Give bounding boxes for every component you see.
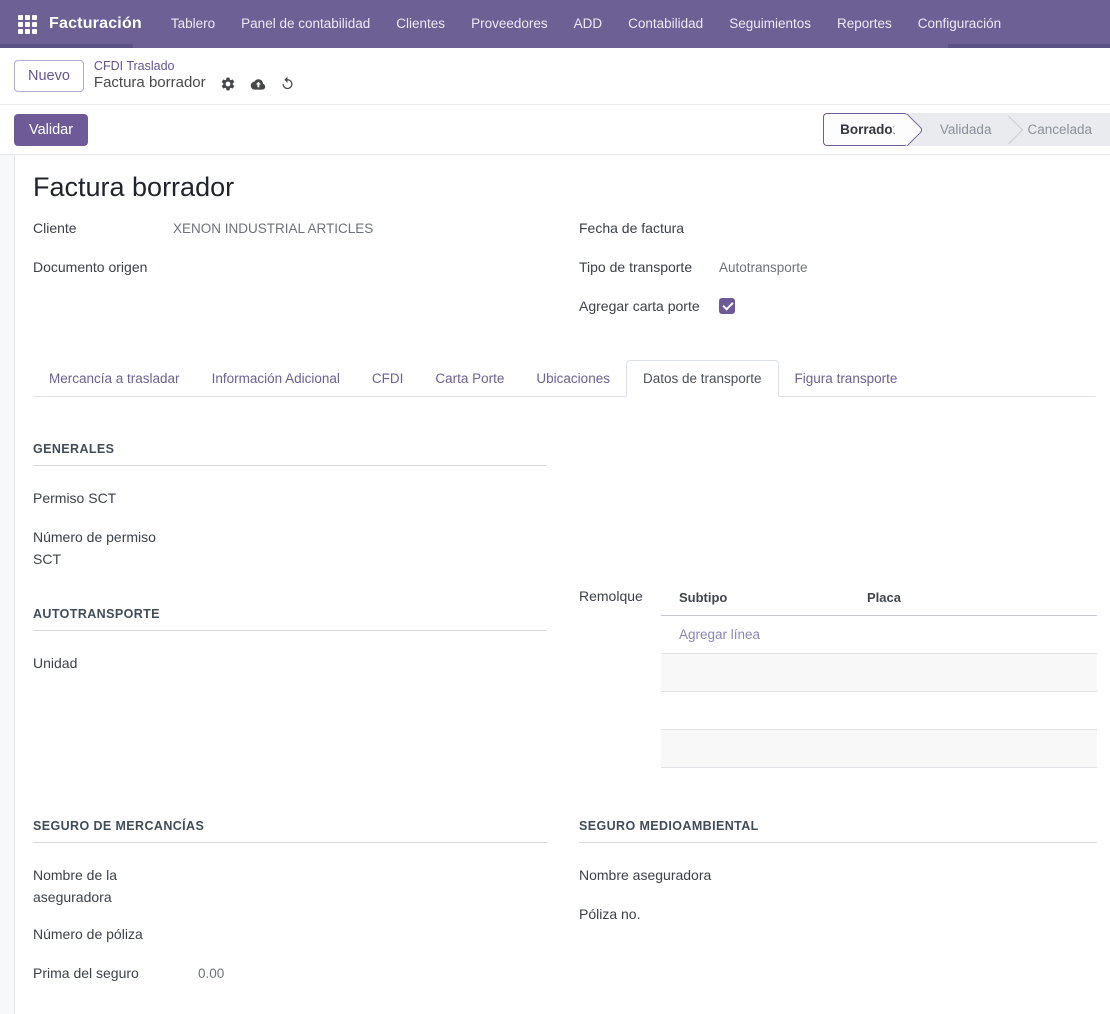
tipo-transporte-value[interactable]: Autotransporte <box>719 260 808 275</box>
prima-seguro-value[interactable]: 0.00 <box>198 966 225 981</box>
pane-left-column: GENERALES Permiso SCT Número de permiso … <box>33 442 547 768</box>
tipo-transporte-label: Tipo de transporte <box>579 259 693 275</box>
field-permiso-sct: Permiso SCT <box>33 488 547 511</box>
cloud-upload-icon[interactable] <box>250 76 266 92</box>
field-prima-seguro: Prima del seguro 0.00 <box>33 963 547 986</box>
nombre-aseguradora-label: Nombre de la aseguradora <box>33 867 118 905</box>
app-title[interactable]: Facturación <box>49 15 142 32</box>
tab-pane-datos-transporte: GENERALES Permiso SCT Número de permiso … <box>33 397 1097 1002</box>
breadcrumb-parent-link[interactable]: CFDI Traslado <box>93 58 175 73</box>
numero-poliza-label: Número de póliza <box>33 926 143 942</box>
apps-grid-icon[interactable] <box>18 14 37 34</box>
column-header-subtipo[interactable]: Subtipo <box>679 589 728 605</box>
status-step-borrador[interactable]: Borrador <box>823 113 908 146</box>
tab-mercancia-a-trasladar[interactable]: Mercancía a trasladar <box>49 371 180 386</box>
add-line-link[interactable]: Agregar línea <box>679 627 761 642</box>
poliza-no-label: Póliza no. <box>579 906 641 922</box>
nav-item-tablero[interactable]: Tablero <box>170 16 216 31</box>
field-documento-origen: Documento origen <box>33 257 547 280</box>
agregar-carta-porte-checkbox[interactable] <box>719 298 735 314</box>
form-sheet: Factura borrador Cliente XENON INDUSTRIA… <box>14 155 1110 1014</box>
column-header-placa[interactable]: Placa <box>867 589 901 605</box>
pane-right-column: Remolque Subtipo Placa Agregar línea <box>579 442 1097 768</box>
tab-carta-porte[interactable]: Carta Porte <box>435 371 505 386</box>
form-header-grid: Cliente XENON INDUSTRIAL ARTICLES Docume… <box>33 218 1096 335</box>
nav-item-panel-contabilidad[interactable]: Panel de contabilidad <box>241 16 371 31</box>
agregar-carta-porte-label: Agregar carta porte <box>579 298 700 314</box>
seguro-medioambiental-heading: SEGURO MEDIOAMBIENTAL <box>579 819 1097 843</box>
fecha-factura-label: Fecha de factura <box>579 220 685 236</box>
table-row <box>661 730 1097 768</box>
navbar-bottom-strip-right <box>948 44 1110 48</box>
form-left-column: Cliente XENON INDUSTRIAL ARTICLES Docume… <box>33 218 547 335</box>
nav-item-reportes[interactable]: Reportes <box>837 16 892 31</box>
permiso-sct-label: Permiso SCT <box>33 490 117 506</box>
breadcrumb-row: Nuevo CFDI Traslado Factura borrador <box>0 48 1110 105</box>
nav-item-clientes[interactable]: Clientes <box>396 16 446 31</box>
nombre-aseguradora-amb-label: Nombre aseguradora <box>579 867 712 883</box>
field-cliente: Cliente XENON INDUSTRIAL ARTICLES <box>33 218 547 241</box>
tab-informacion-adicional[interactable]: Información Adicional <box>211 371 340 386</box>
new-button[interactable]: Nuevo <box>14 60 84 92</box>
cliente-label: Cliente <box>33 220 77 236</box>
tab-cfdi[interactable]: CFDI <box>371 371 404 386</box>
unidad-label: Unidad <box>33 655 78 671</box>
seguro-mercancias-section: SEGURO DE MERCANCÍAS Nombre de la asegur… <box>33 819 547 1002</box>
statusbar: Borrador Validada Cancelada <box>823 113 1110 146</box>
status-step-cancelada[interactable]: Cancelada <box>1027 122 1092 137</box>
field-numero-poliza: Número de póliza <box>33 924 547 947</box>
tab-figura-transporte[interactable]: Figura transporte <box>794 371 898 386</box>
field-poliza-no: Póliza no. <box>579 904 1097 927</box>
nav-item-add[interactable]: ADD <box>573 16 603 31</box>
nav-item-configuracion[interactable]: Configuración <box>917 16 1002 31</box>
breadcrumb-current: Factura borrador <box>93 74 206 92</box>
breadcrumb: CFDI Traslado Factura borrador <box>94 59 296 93</box>
remolque-label: Remolque <box>579 588 643 604</box>
table-row <box>661 692 1097 730</box>
nav-item-proveedores[interactable]: Proveedores <box>471 16 548 31</box>
notebook-tabs: Mercancía a trasladar Información Adicio… <box>33 360 1096 397</box>
top-navbar: Facturación Tablero Panel de contabilida… <box>0 0 1110 48</box>
field-remolque: Remolque Subtipo Placa Agregar línea <box>579 579 1097 768</box>
undo-icon[interactable] <box>280 76 296 92</box>
navbar-bottom-strip-left <box>0 44 133 48</box>
cliente-value[interactable]: XENON INDUSTRIAL ARTICLES <box>173 221 374 236</box>
field-numero-permiso-sct: Número de permiso SCT <box>33 527 547 570</box>
form-right-column: Fecha de factura Tipo de transporte Auto… <box>579 218 1097 335</box>
nav-item-contabilidad[interactable]: Contabilidad <box>628 16 704 31</box>
seguro-mercancias-heading: SEGURO DE MERCANCÍAS <box>33 819 547 843</box>
table-row <box>661 654 1097 692</box>
gear-icon[interactable] <box>220 76 236 92</box>
seguro-medioambiental-section: SEGURO MEDIOAMBIENTAL Nombre aseguradora… <box>579 819 1097 1002</box>
add-line-row: Agregar línea <box>661 616 1097 654</box>
field-unidad: Unidad <box>33 653 547 676</box>
validate-button[interactable]: Validar <box>14 113 89 146</box>
field-tipo-transporte: Tipo de transporte Autotransporte <box>579 257 1097 280</box>
tab-ubicaciones[interactable]: Ubicaciones <box>536 371 610 386</box>
control-panel-actions: Validar Borrador Validada Cancelada <box>0 105 1110 155</box>
status-step-validada[interactable]: Validada <box>939 122 992 137</box>
field-fecha-factura: Fecha de factura <box>579 218 1097 241</box>
tab-datos-de-transporte[interactable]: Datos de transporte <box>625 360 779 397</box>
remolque-table-header: Subtipo Placa <box>661 579 1097 616</box>
numero-permiso-sct-label: Número de permiso SCT <box>33 529 156 567</box>
field-agregar-carta-porte: Agregar carta porte <box>579 296 1097 319</box>
autotransporte-heading: AUTOTRANSPORTE <box>33 607 547 631</box>
field-nombre-aseguradora: Nombre de la aseguradora <box>33 865 547 908</box>
prima-seguro-label: Prima del seguro <box>33 965 139 981</box>
remolque-table: Subtipo Placa Agregar línea <box>661 579 1097 768</box>
page-title: Factura borrador <box>33 172 235 202</box>
generales-heading: GENERALES <box>33 442 547 466</box>
documento-origen-label: Documento origen <box>33 259 148 275</box>
field-nombre-aseguradora-amb: Nombre aseguradora <box>579 865 1097 888</box>
nav-item-seguimientos[interactable]: Seguimientos <box>729 16 811 31</box>
